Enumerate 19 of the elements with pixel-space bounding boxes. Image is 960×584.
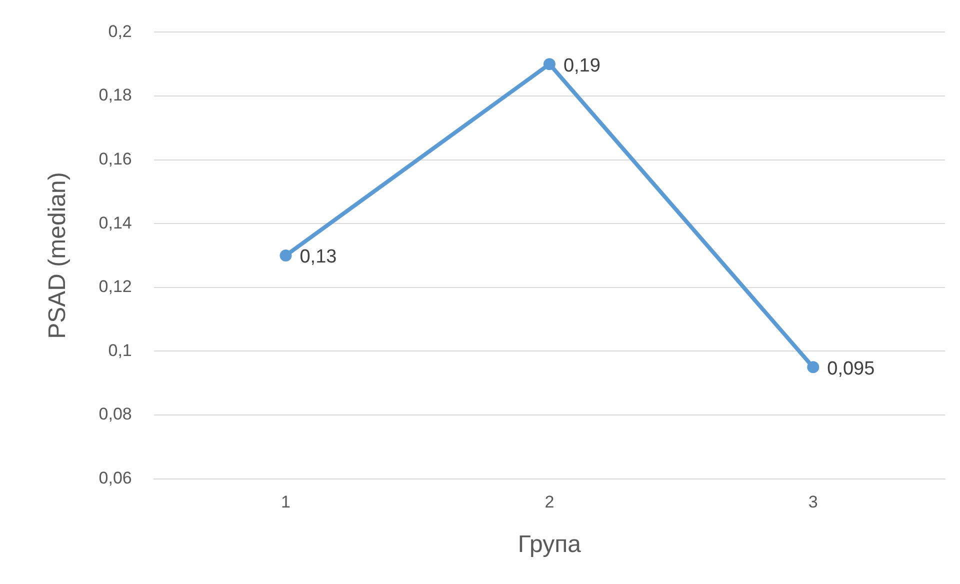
x-axis-title: Група (518, 531, 582, 558)
x-tick-label: 1 (281, 492, 290, 512)
point (543, 58, 556, 70)
data-label: 0,19 (563, 55, 600, 76)
y-tick-label: 0,08 (98, 404, 132, 424)
data-label: 0,095 (827, 358, 875, 380)
y-axis-title: PSAD (median) (44, 172, 72, 339)
y-tick-label: 0,18 (98, 86, 132, 105)
y-tick-label: 0,06 (98, 468, 132, 488)
point (280, 250, 292, 262)
y-tick-label: 0,14 (98, 213, 132, 232)
data-label: 0,13 (300, 246, 337, 268)
x-tick-label: 3 (808, 492, 818, 512)
y-tick-label: 0,12 (98, 277, 132, 296)
y-tick-label: 0,16 (98, 149, 132, 168)
point (807, 361, 820, 374)
y-tick-label: 0,1 (108, 340, 132, 360)
y-tick-label: 0,2 (108, 22, 132, 41)
x-tick-label: 2 (544, 492, 554, 512)
